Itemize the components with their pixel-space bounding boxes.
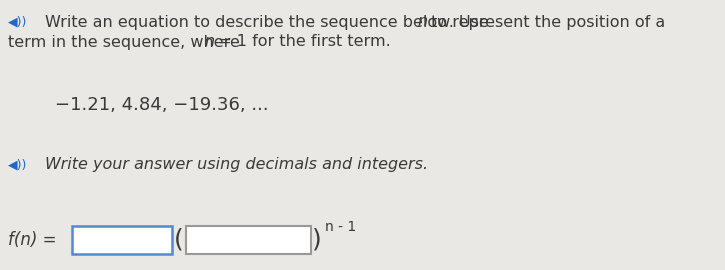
Bar (186, 226, 311, 254)
Text: (: ( (174, 228, 183, 252)
Text: ◀)): ◀)) (8, 158, 28, 171)
Bar (72, 226, 172, 254)
Text: = 1 for the first term.: = 1 for the first term. (213, 35, 391, 49)
Text: ◀)): ◀)) (8, 15, 28, 29)
Text: to represent the position of a: to represent the position of a (426, 15, 666, 29)
Text: f(n) =: f(n) = (8, 231, 57, 249)
Text: n - 1: n - 1 (325, 220, 356, 234)
Text: term in the sequence, where: term in the sequence, where (8, 35, 245, 49)
Text: ): ) (312, 228, 322, 252)
Text: n: n (204, 35, 214, 49)
Text: n: n (417, 15, 427, 29)
Text: Write your answer using decimals and integers.: Write your answer using decimals and int… (45, 157, 428, 173)
Text: Write an equation to describe the sequence below. Use: Write an equation to describe the sequen… (45, 15, 494, 29)
Text: −1.21, 4.84, −19.36, ...: −1.21, 4.84, −19.36, ... (55, 96, 269, 114)
